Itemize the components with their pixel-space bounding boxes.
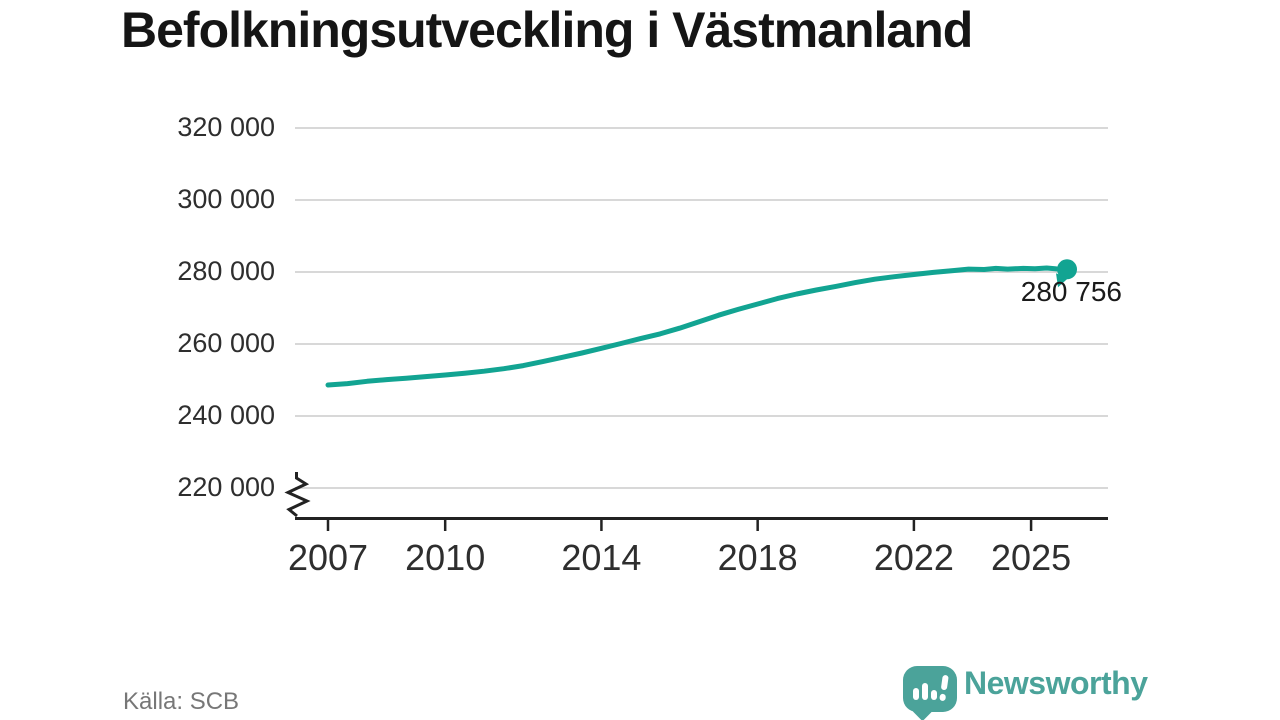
population-line: [325, 265, 1070, 388]
x-axis-tick-label: 2018: [717, 537, 798, 578]
logo-bubble-icon: [903, 666, 957, 712]
brand-name: Newsworthy: [964, 665, 1148, 701]
chart-title: Befolkningsutveckling i Västmanland: [121, 2, 973, 58]
logo-bar-icon: [931, 690, 937, 700]
end-value-label: 280 756: [1020, 276, 1122, 307]
logo-exclamation-icon: [938, 674, 950, 702]
x-axis-tick-label: 2025: [991, 537, 1072, 578]
y-axis-tick-label: 300 000: [177, 184, 275, 214]
logo-bar-icon: [922, 683, 928, 700]
y-axis-tick-label: 280 000: [177, 256, 275, 286]
axis-break-icon: [284, 472, 311, 518]
x-axis-tick-label: 2007: [287, 537, 369, 578]
x-axis-tick-label: 2022: [873, 537, 954, 578]
end-point-marker-tail: [1056, 273, 1069, 288]
x-axis: [295, 517, 1108, 531]
y-axis-tick-label: 240 000: [177, 400, 275, 430]
x-axis-tick-label: 2010: [405, 537, 486, 578]
newsworthy-logo: Newsworthy: [903, 665, 1163, 720]
y-axis-tick-label: 320 000: [177, 112, 275, 142]
end-point-marker: [1057, 259, 1078, 280]
gridlines: [295, 127, 1108, 489]
x-axis-tick-label: 2014: [561, 537, 642, 578]
logo-bar-icon: [913, 688, 919, 700]
y-axis-tick-label: 220 000: [177, 472, 275, 502]
y-axis-tick-label: 260 000: [177, 328, 275, 358]
source-note: Källa: SCB: [123, 688, 240, 715]
